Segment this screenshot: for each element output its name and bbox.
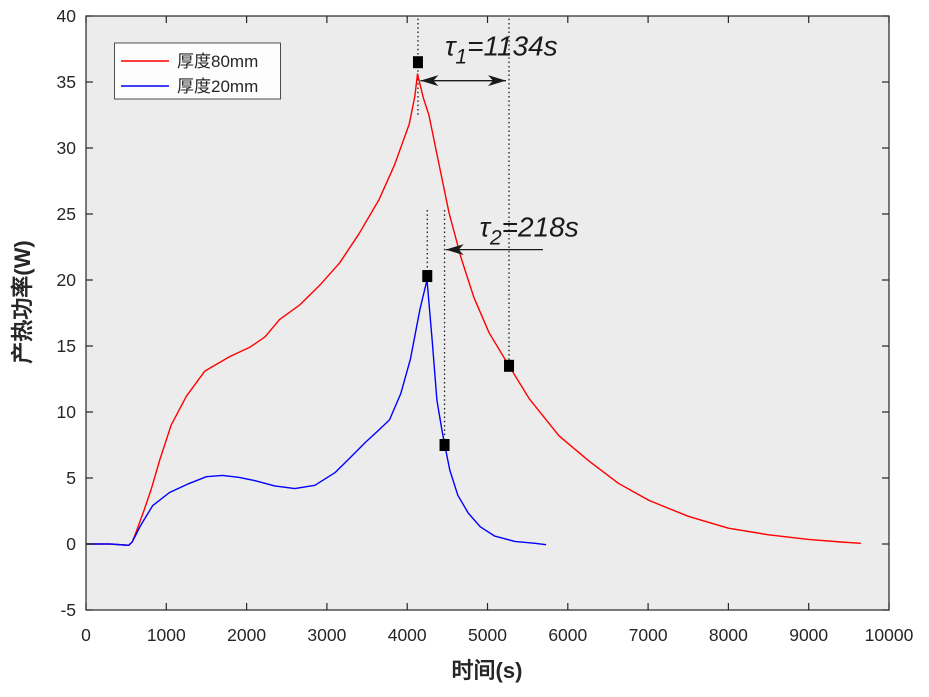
x-tick-label: 7000 xyxy=(629,625,668,645)
x-tick-label: 4000 xyxy=(388,625,427,645)
annotation-tau1: τ1=1134s xyxy=(445,31,558,69)
y-tick-label: 25 xyxy=(57,204,76,224)
legend-box xyxy=(114,42,281,100)
x-tick-label: 10000 xyxy=(865,625,914,645)
y-tick-label: 0 xyxy=(66,534,76,554)
series-lines-layer xyxy=(86,73,861,546)
y-tick-label: 10 xyxy=(57,402,77,422)
x-tick-label: 9000 xyxy=(789,625,828,645)
arrowhead xyxy=(487,75,506,87)
arrows-layer xyxy=(420,75,543,256)
x-tick-label: 0 xyxy=(81,625,91,645)
data-point-marker xyxy=(504,359,515,372)
series-line-厚度80mm xyxy=(86,73,861,546)
series-line-厚度20mm xyxy=(86,279,547,546)
legend-label-80mm: 厚度80mm xyxy=(177,52,258,71)
y-tick-label: 20 xyxy=(57,270,77,290)
legend-label-20mm: 厚度20mm xyxy=(177,77,258,96)
y-tick-label: 35 xyxy=(57,72,76,92)
axes xyxy=(85,15,890,611)
y-tick-label: 5 xyxy=(66,468,76,488)
x-tick-label: 1000 xyxy=(147,625,186,645)
arrowhead xyxy=(420,75,439,87)
annotation-tau2: τ2=218s xyxy=(479,211,578,249)
y-tick-label: 30 xyxy=(57,138,77,158)
y-tick-label: 40 xyxy=(57,6,77,26)
data-point-marker xyxy=(439,439,450,451)
legend: 厚度80mm 厚度20mm xyxy=(114,42,281,100)
x-tick-labels: 0 1000 2000 3000 4000 5000 6000 7000 8000 9000 100… xyxy=(81,625,913,645)
markers-layer xyxy=(412,56,515,451)
x-tick-label: 5000 xyxy=(468,625,507,645)
y-tick-labels: -5 0 5 10 15 20 25 30 35 40 xyxy=(57,6,77,620)
data-point-marker xyxy=(412,56,423,69)
y-tick-label: -5 xyxy=(60,600,76,620)
data-point-marker xyxy=(422,270,433,283)
x-tick-label: 8000 xyxy=(709,625,748,645)
x-tick-label: 6000 xyxy=(548,625,587,645)
x-tick-label: 2000 xyxy=(227,625,266,645)
y-axis-label: 产热功率(W) xyxy=(10,240,35,363)
x-tick-label: 3000 xyxy=(307,625,346,645)
x-axis-label: 时间(s) xyxy=(452,658,523,683)
arrowhead xyxy=(445,244,464,256)
y-tick-label: 15 xyxy=(57,336,76,356)
plot-area xyxy=(86,16,889,610)
